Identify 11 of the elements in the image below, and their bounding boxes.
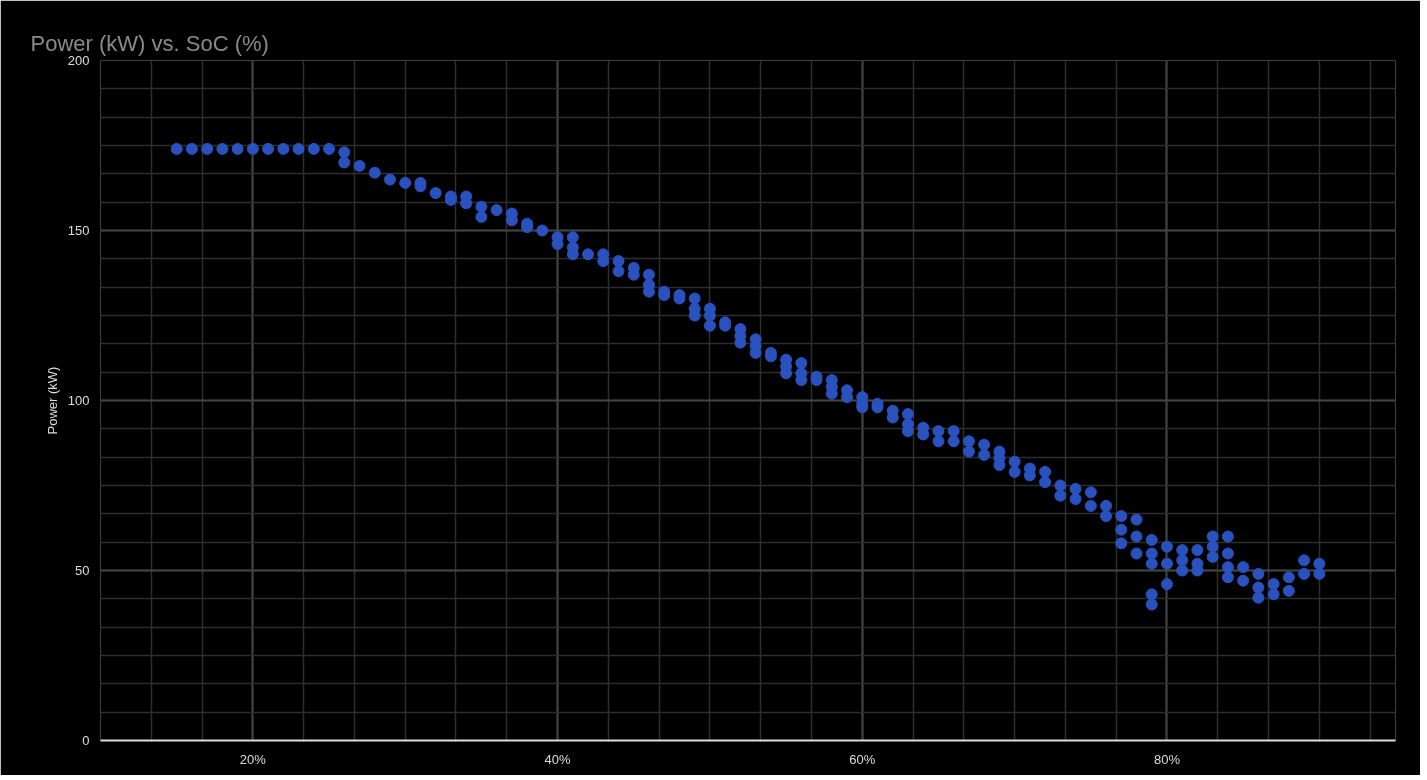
x-tick-label: 60%: [849, 751, 876, 767]
y-tick-label: 0: [82, 733, 90, 748]
chart-title: Power (kW) vs. SoC (%): [30, 30, 269, 56]
x-tick-label: 20%: [239, 751, 267, 767]
y-axis-title: Power (kW): [44, 366, 60, 435]
y-tick-label: 50: [75, 563, 90, 578]
x-tick-label: 80%: [1153, 751, 1181, 767]
y-tick-label: 200: [67, 53, 90, 68]
y-tick-label: 100: [67, 393, 90, 408]
x-tick-label: 40%: [544, 751, 572, 767]
y-tick-label: 150: [67, 223, 90, 238]
